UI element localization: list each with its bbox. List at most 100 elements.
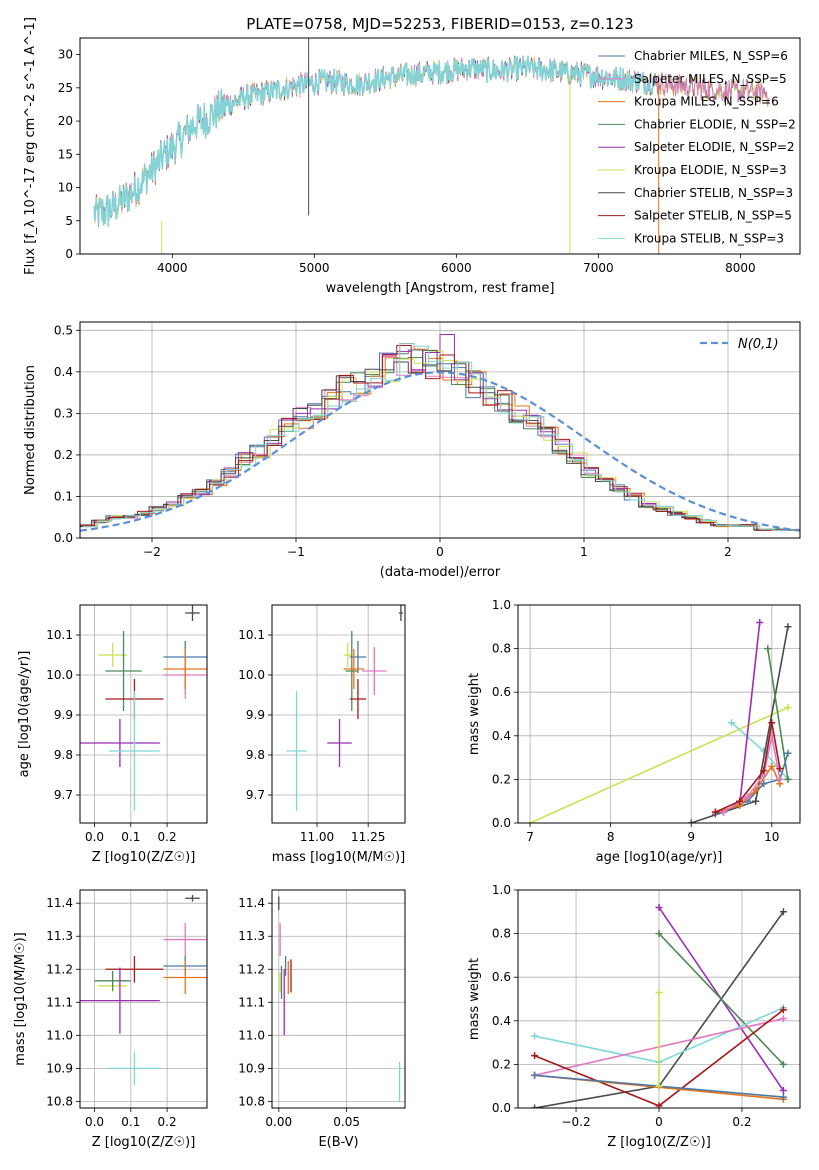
legend-label: Chabrier STELIB, N_SSP=3	[634, 186, 793, 200]
x-tick-label: 0.00	[265, 1115, 292, 1129]
weight-marker	[784, 623, 792, 631]
y-tick-label: 10	[58, 181, 73, 195]
weight-marker	[728, 719, 736, 727]
weight-marker	[760, 780, 768, 788]
weight_vs_Z-frame	[517, 889, 801, 1109]
weight-marker	[526, 819, 534, 823]
histogram-chabrier_stelib	[80, 349, 798, 531]
mass_vs_Z-frame	[79, 889, 208, 1109]
error-point-kroupa_stelib	[286, 691, 307, 811]
y-tick-label: 10.1	[238, 628, 265, 642]
x-tick-label: 0	[436, 545, 444, 559]
y-tick-label: 30	[58, 48, 73, 62]
spectrum-line-kroupa_stelib	[93, 55, 656, 227]
weight_vs_Z-marks	[531, 903, 787, 1108]
weight-marker	[760, 767, 768, 775]
y-tick-label: 1.0	[492, 598, 511, 612]
y-tick-label: 15	[58, 147, 73, 161]
weight-line-kroupa_miles	[715, 764, 781, 813]
age_vs_Z-marks	[80, 605, 207, 811]
error-point-kroupa_elodie	[343, 643, 352, 667]
y-tick-label: 10.0	[238, 668, 265, 682]
y-tick-label: 0.8	[492, 927, 511, 941]
y-tick-label: 9.9	[246, 708, 265, 722]
spectrum-legend: Chabrier MILES, N_SSP=6 Salpeter MILES, N…	[598, 49, 796, 245]
y-tick-label: 11.4	[46, 896, 73, 910]
error-point-kroupa_stelib	[109, 691, 160, 811]
y-tick-label: 10.8	[238, 1094, 265, 1108]
x-tick-label: 4000	[157, 261, 188, 275]
error-point-kroupa_elodie	[98, 643, 128, 667]
age_vs_mass-frame	[271, 604, 406, 824]
legend-label: N(0,1)	[738, 337, 779, 352]
x-tick-label: −2	[143, 545, 161, 559]
y-axis-label: age [log10(age/yr)]	[17, 651, 32, 778]
x-tick-label: 6000	[441, 261, 472, 275]
weight-marker	[655, 903, 663, 911]
weight-line-chabrier_elodie	[658, 933, 784, 1065]
error-point-chabrier_elodie	[345, 631, 358, 711]
error-point-chabrier_stelib	[398, 605, 403, 621]
x-tick-label: 0	[655, 1115, 663, 1129]
legend-label: Chabrier ELODIE, N_SSP=2	[634, 117, 796, 131]
error-point-chabrier_stelib	[185, 605, 200, 621]
y-tick-label: 0.4	[54, 365, 73, 379]
y-tick-label: 11.1	[238, 995, 265, 1009]
y-tick-label: 5	[65, 214, 73, 228]
histogram-salpeter_elodie	[80, 334, 800, 531]
y-tick-label: 9.7	[54, 788, 73, 802]
weight-marker	[779, 1087, 787, 1095]
legend-label: Kroupa STELIB, N_SSP=3	[634, 231, 784, 245]
y-tick-label: 0	[65, 247, 73, 261]
y-tick-label: 11.4	[238, 896, 265, 910]
y-tick-label: 9.8	[54, 748, 73, 762]
weight-line-chabrier_elodie	[767, 648, 789, 780]
x-axis-label: Z [log10(Z/Z☉)]	[92, 1135, 196, 1150]
x-tick-label: 11.00	[300, 830, 334, 844]
y-axis-label: mass weight	[467, 673, 482, 755]
weight-marker	[752, 797, 760, 805]
y-tick-label: 9.8	[246, 748, 265, 762]
x-tick-label: −0.2	[561, 1115, 590, 1129]
error-point-kroupa_miles	[343, 649, 365, 689]
mass_vs_ebv-frame	[271, 889, 406, 1109]
x-tick-label: 7000	[583, 261, 614, 275]
y-tick-label: 0.0	[54, 531, 73, 545]
weight_vs_age-axes: 7 8 9 10 0.0 0.2 0.4 0.6 0.8 1.0 age [log10(age/yr…	[467, 598, 800, 865]
y-tick-label: 11.0	[46, 1028, 73, 1042]
x-axis-label: Z [log10(Z/Z☉)]	[92, 850, 196, 865]
y-tick-label: 0.2	[54, 448, 73, 462]
x-tick-label: 7	[526, 830, 534, 844]
legend-label: Salpeter ELODIE, N_SSP=2	[634, 140, 795, 154]
weight-line-chabrier_stelib	[690, 626, 789, 823]
x-tick-label: 0.1	[121, 830, 140, 844]
weight-marker	[784, 775, 792, 783]
y-axis-label: mass weight	[467, 958, 482, 1040]
weight-marker	[655, 988, 663, 996]
x-tick-label: 8000	[725, 261, 756, 275]
y-tick-label: 11.2	[46, 962, 73, 976]
y-tick-label: 10.0	[46, 668, 73, 682]
spectrum-axes: 4000 5000 6000 7000 8000 0 5 10 15 20 25 30 waveleng…	[23, 17, 756, 296]
y-tick-label: 0.6	[492, 970, 511, 984]
x-tick-label: 11.25	[351, 830, 385, 844]
histogram-chabrier_elodie	[80, 357, 798, 530]
age_vs_Z-axes: 0.0 0.1 0.2 9.7 9.8 9.9 10.0 10.1 Z [log10(Z/Z☉)…	[17, 605, 207, 865]
error-point-salpeter_miles	[362, 647, 387, 695]
y-tick-label: 0.1	[54, 489, 73, 503]
mass_vs_Z-marks	[80, 894, 207, 1085]
weight-marker	[655, 930, 663, 938]
error-point-salpeter_miles	[163, 923, 207, 957]
histogram-chabrier_miles	[80, 349, 798, 531]
x-tick-label: 0.0	[85, 1115, 104, 1129]
x-tick-label: 10	[764, 830, 779, 844]
y-tick-label: 0.2	[492, 1057, 511, 1071]
error-point-salpeter_elodie	[80, 719, 160, 767]
x-tick-label: 0.2	[158, 1115, 177, 1129]
weight-marker	[779, 908, 787, 916]
x-tick-label: 2	[724, 545, 732, 559]
x-tick-label: 0.2	[732, 1115, 751, 1129]
y-tick-label: 11.2	[238, 962, 265, 976]
x-tick-label: −1	[287, 545, 305, 559]
residuals-marks	[80, 334, 800, 532]
